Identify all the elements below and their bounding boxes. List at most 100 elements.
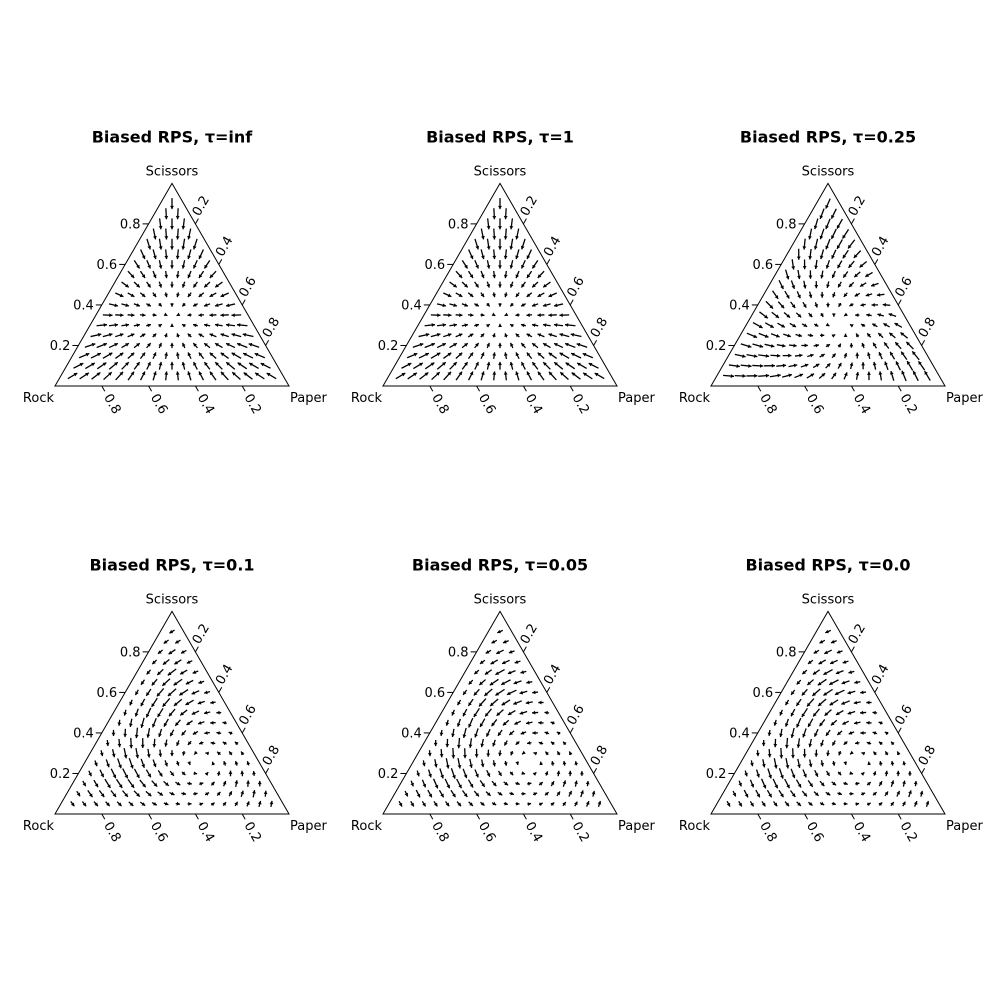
vector-arrow [825,218,831,230]
vector-arrow [778,768,784,779]
vector-arrow [169,770,175,777]
right-tick [241,299,246,306]
vector-arrow [896,751,901,756]
vector-arrow [152,249,157,260]
simplex-outline [382,182,618,387]
vector-arrow [784,269,790,280]
vector-arrow [222,721,227,725]
vector-arrow [480,759,485,768]
vector-arrow [462,768,468,779]
vector-arrow [796,679,802,685]
vector-arrow [877,332,884,339]
vector-arrow [539,761,544,766]
vector-arrow [407,372,418,380]
right-tick-label: 0.4 [869,662,892,687]
left-tick-label: 0.2 [50,339,71,354]
vector-arrow [770,333,780,338]
vector-arrow [151,659,158,665]
vector-arrow [849,343,854,348]
vector-arrow [527,802,532,807]
vector-arrow [169,629,175,634]
vector-arrow [225,361,236,370]
vector-arrow [824,649,832,655]
quiver-field [67,198,277,381]
right-tick-label: 0.2 [846,193,869,218]
vector-arrow [755,750,760,757]
vector-arrow [802,301,807,309]
vector-arrow [443,371,452,381]
vector-arrow [492,270,497,279]
vector-arrow [170,238,174,250]
vector-arrow [180,649,187,654]
vector-arrow [746,373,758,378]
vector-arrow [498,323,503,328]
bottom-tick [101,385,106,392]
right-tick-label: 0.8 [260,743,283,768]
vector-arrow [480,333,485,338]
vector-arrow [749,779,755,788]
vector-arrow [506,689,517,696]
vector-arrow [198,352,205,360]
vector-arrow [843,781,848,786]
vector-arrow [871,303,879,307]
vector-arrow [843,761,848,766]
vector-arrow [531,342,539,349]
vector-arrow [811,688,821,697]
vector-arrow [902,801,906,807]
vector-arrow [185,679,194,685]
vector-arrow [515,292,520,298]
vector-arrow [430,333,441,338]
vector-arrow [123,728,128,738]
vector-arrow [438,789,445,798]
vector-arrow [193,750,198,755]
vector-arrow [210,802,215,807]
vector-arrow [134,689,139,696]
vector-arrow [878,801,883,807]
vector-arrow [445,758,450,769]
bottom-tick [476,385,481,392]
vector-arrow [127,371,135,381]
vector-arrow [849,302,854,307]
vector-arrow [508,650,515,654]
vector-arrow [843,352,848,359]
vector-arrow [802,259,807,270]
vector-arrow [398,800,403,807]
vector-arrow [550,721,555,725]
vector-arrow [496,709,504,717]
vector-arrow [451,709,456,716]
vector-arrow [498,198,502,210]
right-tick-label: 0.2 [190,621,213,646]
vector-arrow [468,717,474,728]
vector-arrow [784,778,791,789]
vertex-label-rock: Rock [23,391,55,406]
vector-arrow [744,770,748,777]
right-tick-label: 0.2 [846,621,869,646]
vector-arrow [209,333,217,338]
vector-arrow [228,770,233,777]
vector-arrow [225,323,236,327]
vertex-label-paper: Paper [290,391,327,406]
vector-arrow [181,771,186,776]
vector-arrow [890,741,895,746]
vector-arrow [421,800,427,807]
vector-arrow [461,361,469,370]
vector-arrow [734,374,746,378]
vector-arrow [841,680,850,685]
vector-arrow [220,333,229,338]
vector-arrow [894,341,902,350]
vector-arrow [128,801,134,807]
vector-arrow [813,343,820,348]
vector-arrow [526,313,533,317]
left-tick-label: 0.8 [448,645,469,660]
vector-arrow [866,313,872,318]
vector-arrow [457,758,462,769]
vector-arrow [167,688,177,697]
vector-arrow [175,781,181,786]
vertex-label-scissors: Scissors [474,592,527,607]
simplex-outline [54,182,290,387]
vector-arrow [790,708,796,717]
vector-arrow [492,760,497,767]
right-tick [218,686,223,693]
vector-arrow [260,362,271,369]
